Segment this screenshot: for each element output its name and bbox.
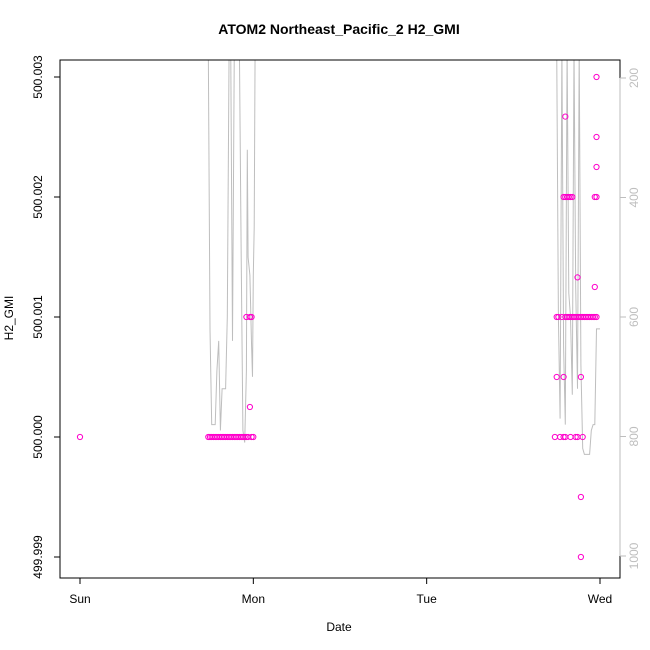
data-point bbox=[593, 163, 600, 171]
x-tick-label: Sun bbox=[69, 592, 90, 606]
data-point bbox=[565, 193, 572, 201]
data-point bbox=[560, 373, 567, 381]
data-point bbox=[590, 313, 597, 321]
chart-title: ATOM2 Northeast_Pacific_2 H2_GMI bbox=[218, 21, 459, 37]
right-y-tick-label: 200 bbox=[627, 68, 641, 88]
x-tick-label: Mon bbox=[242, 592, 265, 606]
data-point bbox=[246, 403, 253, 411]
x-tick-label: Tue bbox=[417, 592, 438, 606]
right-y-tick-label: 800 bbox=[627, 426, 641, 446]
data-point bbox=[593, 133, 600, 141]
x-tick-label: Wed bbox=[588, 592, 612, 606]
data-point bbox=[577, 493, 585, 501]
data-point bbox=[593, 313, 600, 321]
data-point bbox=[591, 193, 598, 201]
data-point bbox=[248, 433, 255, 441]
data-point bbox=[593, 73, 600, 81]
data-point bbox=[241, 433, 248, 441]
right-y-tick-label: 400 bbox=[627, 187, 641, 207]
y-tick-label: 500.001 bbox=[31, 295, 45, 339]
y-tick-label: 500.003 bbox=[31, 55, 45, 99]
data-point bbox=[567, 193, 574, 201]
right-y-tick-label: 1000 bbox=[627, 542, 641, 569]
y-tick-label: 499.999 bbox=[31, 535, 45, 579]
data-point bbox=[555, 313, 562, 321]
data-point bbox=[562, 113, 569, 120]
data-point bbox=[553, 373, 560, 381]
data-point bbox=[579, 433, 586, 441]
right-y-tick-label: 600 bbox=[627, 307, 641, 327]
data-point bbox=[577, 373, 585, 381]
data-point bbox=[591, 313, 598, 321]
data-point bbox=[248, 313, 255, 321]
data-point bbox=[569, 193, 576, 201]
data-point bbox=[250, 433, 257, 441]
x-axis-label: Date bbox=[326, 620, 352, 634]
pressure-line-segment bbox=[556, 60, 600, 455]
data-point bbox=[574, 274, 581, 281]
y-axis-label: H2_GMI bbox=[2, 296, 16, 341]
data-point bbox=[591, 283, 598, 291]
y-tick-label: 500.000 bbox=[31, 415, 45, 459]
data-point bbox=[577, 553, 585, 561]
data-point bbox=[572, 433, 579, 441]
data-point bbox=[246, 313, 253, 321]
data-point bbox=[593, 193, 600, 201]
data-point bbox=[560, 433, 567, 441]
y-tick-label: 500.002 bbox=[31, 175, 45, 219]
data-point bbox=[76, 433, 84, 441]
